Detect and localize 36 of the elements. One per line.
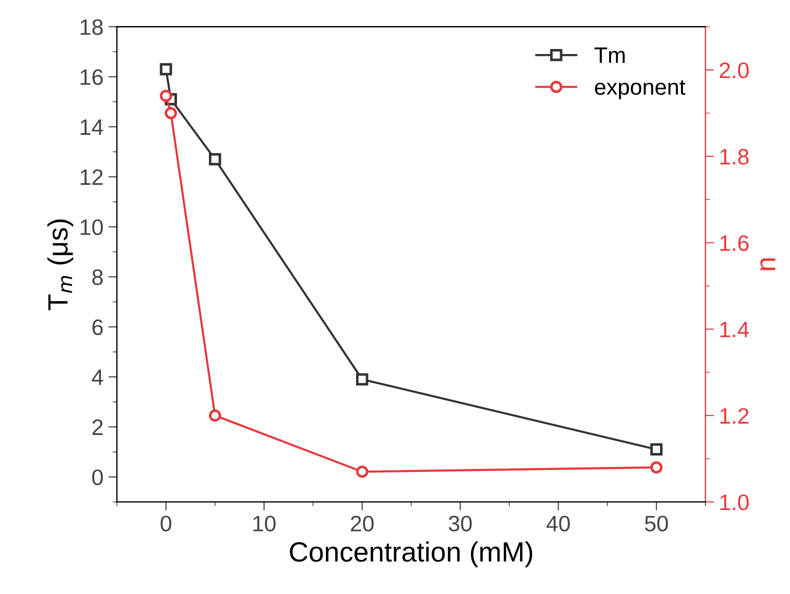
x-tick-label: 0 (160, 516, 172, 532)
x-axis-title: Concentration (mM) (290, 541, 532, 568)
point (160, 90, 172, 102)
legend-label: exponent (594, 80, 686, 100)
point (208, 153, 222, 166)
x-tick-label: 10 (253, 516, 276, 532)
y-tick-label: 2 (92, 419, 103, 435)
point (650, 461, 663, 474)
point (356, 466, 368, 478)
y2-tick-label: 1.8 (720, 148, 749, 165)
x-tick-label: 40 (546, 516, 570, 532)
y2-tick-label: 1.2 (720, 408, 748, 424)
y-tick-label: 6 (92, 319, 103, 336)
point (160, 63, 172, 76)
x-tick-label: 20 (350, 516, 374, 532)
y2-axis-title: n (760, 258, 776, 270)
y2-tick-label: 1.6 (720, 235, 749, 251)
y-tick-label: 18 (80, 19, 103, 35)
y-tick-label: 16 (80, 69, 103, 86)
x-tick-label: 50 (644, 516, 668, 532)
legend-label: Tm (594, 48, 625, 63)
y2-tick-label: 1.0 (720, 494, 749, 510)
y-tick-label: 12 (80, 169, 103, 185)
y2-tick-label: 2.0 (720, 62, 749, 78)
point (650, 443, 663, 456)
y-axis-title: T$_{m}$ (μs) (47, 220, 74, 310)
y2-tick-label: 1.4 (720, 322, 749, 338)
point (356, 373, 368, 386)
y-tick-label: 10 (80, 219, 103, 236)
y-tick-label: 4 (92, 370, 104, 385)
point (208, 409, 222, 422)
x-tick-label: 30 (448, 516, 472, 532)
point (164, 107, 177, 120)
y-tick-label: 8 (92, 269, 103, 286)
y-tick-label: 0 (92, 469, 103, 486)
y-tick-label: 14 (80, 120, 104, 135)
